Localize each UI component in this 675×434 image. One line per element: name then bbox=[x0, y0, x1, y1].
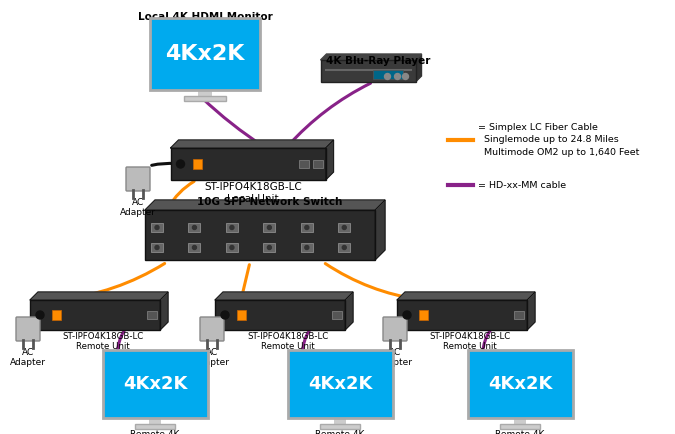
Circle shape bbox=[230, 226, 234, 230]
FancyBboxPatch shape bbox=[148, 418, 161, 424]
FancyBboxPatch shape bbox=[52, 310, 61, 320]
Text: Local 4K HDMI Monitor: Local 4K HDMI Monitor bbox=[138, 12, 273, 22]
FancyBboxPatch shape bbox=[332, 311, 342, 319]
FancyBboxPatch shape bbox=[373, 70, 403, 79]
FancyBboxPatch shape bbox=[171, 148, 325, 180]
Text: 4Kx2K: 4Kx2K bbox=[123, 375, 187, 393]
Text: ST-IPFO4K18GB-LC
Remote Unit: ST-IPFO4K18GB-LC Remote Unit bbox=[429, 332, 510, 352]
FancyBboxPatch shape bbox=[263, 243, 275, 252]
FancyBboxPatch shape bbox=[198, 90, 211, 96]
FancyBboxPatch shape bbox=[383, 317, 407, 341]
Polygon shape bbox=[345, 292, 353, 330]
FancyBboxPatch shape bbox=[126, 167, 150, 191]
Circle shape bbox=[221, 311, 229, 319]
Circle shape bbox=[402, 73, 408, 79]
FancyBboxPatch shape bbox=[188, 223, 200, 232]
FancyBboxPatch shape bbox=[320, 424, 360, 429]
FancyBboxPatch shape bbox=[151, 223, 163, 232]
Text: 4Kx2K: 4Kx2K bbox=[165, 44, 244, 64]
Circle shape bbox=[36, 311, 44, 319]
FancyBboxPatch shape bbox=[298, 160, 308, 168]
Circle shape bbox=[155, 246, 159, 250]
Text: = HD-xx-MM cable: = HD-xx-MM cable bbox=[478, 181, 566, 190]
FancyBboxPatch shape bbox=[397, 300, 527, 330]
FancyBboxPatch shape bbox=[333, 418, 346, 424]
FancyBboxPatch shape bbox=[103, 350, 207, 418]
Circle shape bbox=[267, 226, 271, 230]
Text: 4K Blu-Ray Player: 4K Blu-Ray Player bbox=[326, 56, 430, 66]
FancyBboxPatch shape bbox=[338, 223, 350, 232]
FancyBboxPatch shape bbox=[313, 160, 323, 168]
FancyBboxPatch shape bbox=[215, 300, 345, 330]
Text: ST-IPFO4K18GB-LC
Remote Unit: ST-IPFO4K18GB-LC Remote Unit bbox=[62, 332, 144, 352]
Circle shape bbox=[267, 246, 271, 250]
Text: Remote 4K
HDMI Monitor: Remote 4K HDMI Monitor bbox=[309, 430, 371, 434]
Circle shape bbox=[305, 226, 309, 230]
FancyBboxPatch shape bbox=[321, 60, 416, 82]
FancyBboxPatch shape bbox=[226, 223, 238, 232]
FancyBboxPatch shape bbox=[226, 243, 238, 252]
Text: AC
Adapter: AC Adapter bbox=[194, 348, 230, 368]
FancyBboxPatch shape bbox=[188, 243, 200, 252]
Polygon shape bbox=[160, 292, 168, 330]
Text: Remote 4K
HDMI Monitor: Remote 4K HDMI Monitor bbox=[124, 430, 186, 434]
Polygon shape bbox=[215, 292, 353, 300]
Polygon shape bbox=[527, 292, 535, 330]
Text: Remote 4K
HDMI Monitor: Remote 4K HDMI Monitor bbox=[489, 430, 551, 434]
Text: = Simplex LC Fiber Cable
  Singlemode up to 24.8 Miles
  Multimode OM2 up to 1,6: = Simplex LC Fiber Cable Singlemode up t… bbox=[478, 123, 639, 157]
FancyBboxPatch shape bbox=[30, 300, 160, 330]
FancyBboxPatch shape bbox=[135, 424, 175, 429]
FancyBboxPatch shape bbox=[301, 243, 313, 252]
FancyBboxPatch shape bbox=[514, 418, 526, 424]
Circle shape bbox=[192, 226, 196, 230]
Text: 4Kx2K: 4Kx2K bbox=[488, 375, 552, 393]
Text: 4Kx2K: 4Kx2K bbox=[308, 375, 372, 393]
Circle shape bbox=[192, 246, 196, 250]
FancyBboxPatch shape bbox=[338, 243, 350, 252]
FancyBboxPatch shape bbox=[500, 424, 540, 429]
FancyBboxPatch shape bbox=[192, 159, 202, 169]
Circle shape bbox=[155, 226, 159, 230]
FancyBboxPatch shape bbox=[184, 96, 226, 101]
Polygon shape bbox=[375, 200, 385, 260]
FancyBboxPatch shape bbox=[200, 317, 224, 341]
FancyBboxPatch shape bbox=[147, 311, 157, 319]
Polygon shape bbox=[30, 292, 168, 300]
Polygon shape bbox=[397, 292, 535, 300]
FancyBboxPatch shape bbox=[468, 350, 572, 418]
Polygon shape bbox=[416, 54, 421, 82]
FancyBboxPatch shape bbox=[514, 311, 524, 319]
FancyBboxPatch shape bbox=[145, 210, 375, 260]
FancyBboxPatch shape bbox=[150, 18, 260, 90]
Text: 10G SFP Network Switch: 10G SFP Network Switch bbox=[197, 197, 343, 207]
Circle shape bbox=[305, 246, 309, 250]
Circle shape bbox=[342, 246, 346, 250]
FancyBboxPatch shape bbox=[419, 310, 428, 320]
Circle shape bbox=[385, 73, 391, 79]
FancyBboxPatch shape bbox=[151, 243, 163, 252]
Text: AC
Adapter: AC Adapter bbox=[120, 198, 156, 217]
Text: AC
Adapter: AC Adapter bbox=[377, 348, 413, 368]
Polygon shape bbox=[325, 140, 333, 180]
FancyBboxPatch shape bbox=[263, 223, 275, 232]
Circle shape bbox=[394, 73, 400, 79]
Polygon shape bbox=[145, 200, 385, 210]
Circle shape bbox=[342, 226, 346, 230]
Text: ST-IPFO4K18GB-LC
Remote Unit: ST-IPFO4K18GB-LC Remote Unit bbox=[247, 332, 329, 352]
Text: AC
Adapter: AC Adapter bbox=[10, 348, 46, 368]
FancyBboxPatch shape bbox=[301, 223, 313, 232]
Polygon shape bbox=[171, 140, 333, 148]
Circle shape bbox=[403, 311, 411, 319]
FancyBboxPatch shape bbox=[288, 350, 392, 418]
Circle shape bbox=[176, 160, 184, 168]
FancyBboxPatch shape bbox=[237, 310, 246, 320]
Polygon shape bbox=[321, 54, 421, 60]
FancyBboxPatch shape bbox=[16, 317, 40, 341]
Text: ST-IPFO4K18GB-LC
Local Unit: ST-IPFO4K18GB-LC Local Unit bbox=[204, 182, 302, 204]
Circle shape bbox=[230, 246, 234, 250]
